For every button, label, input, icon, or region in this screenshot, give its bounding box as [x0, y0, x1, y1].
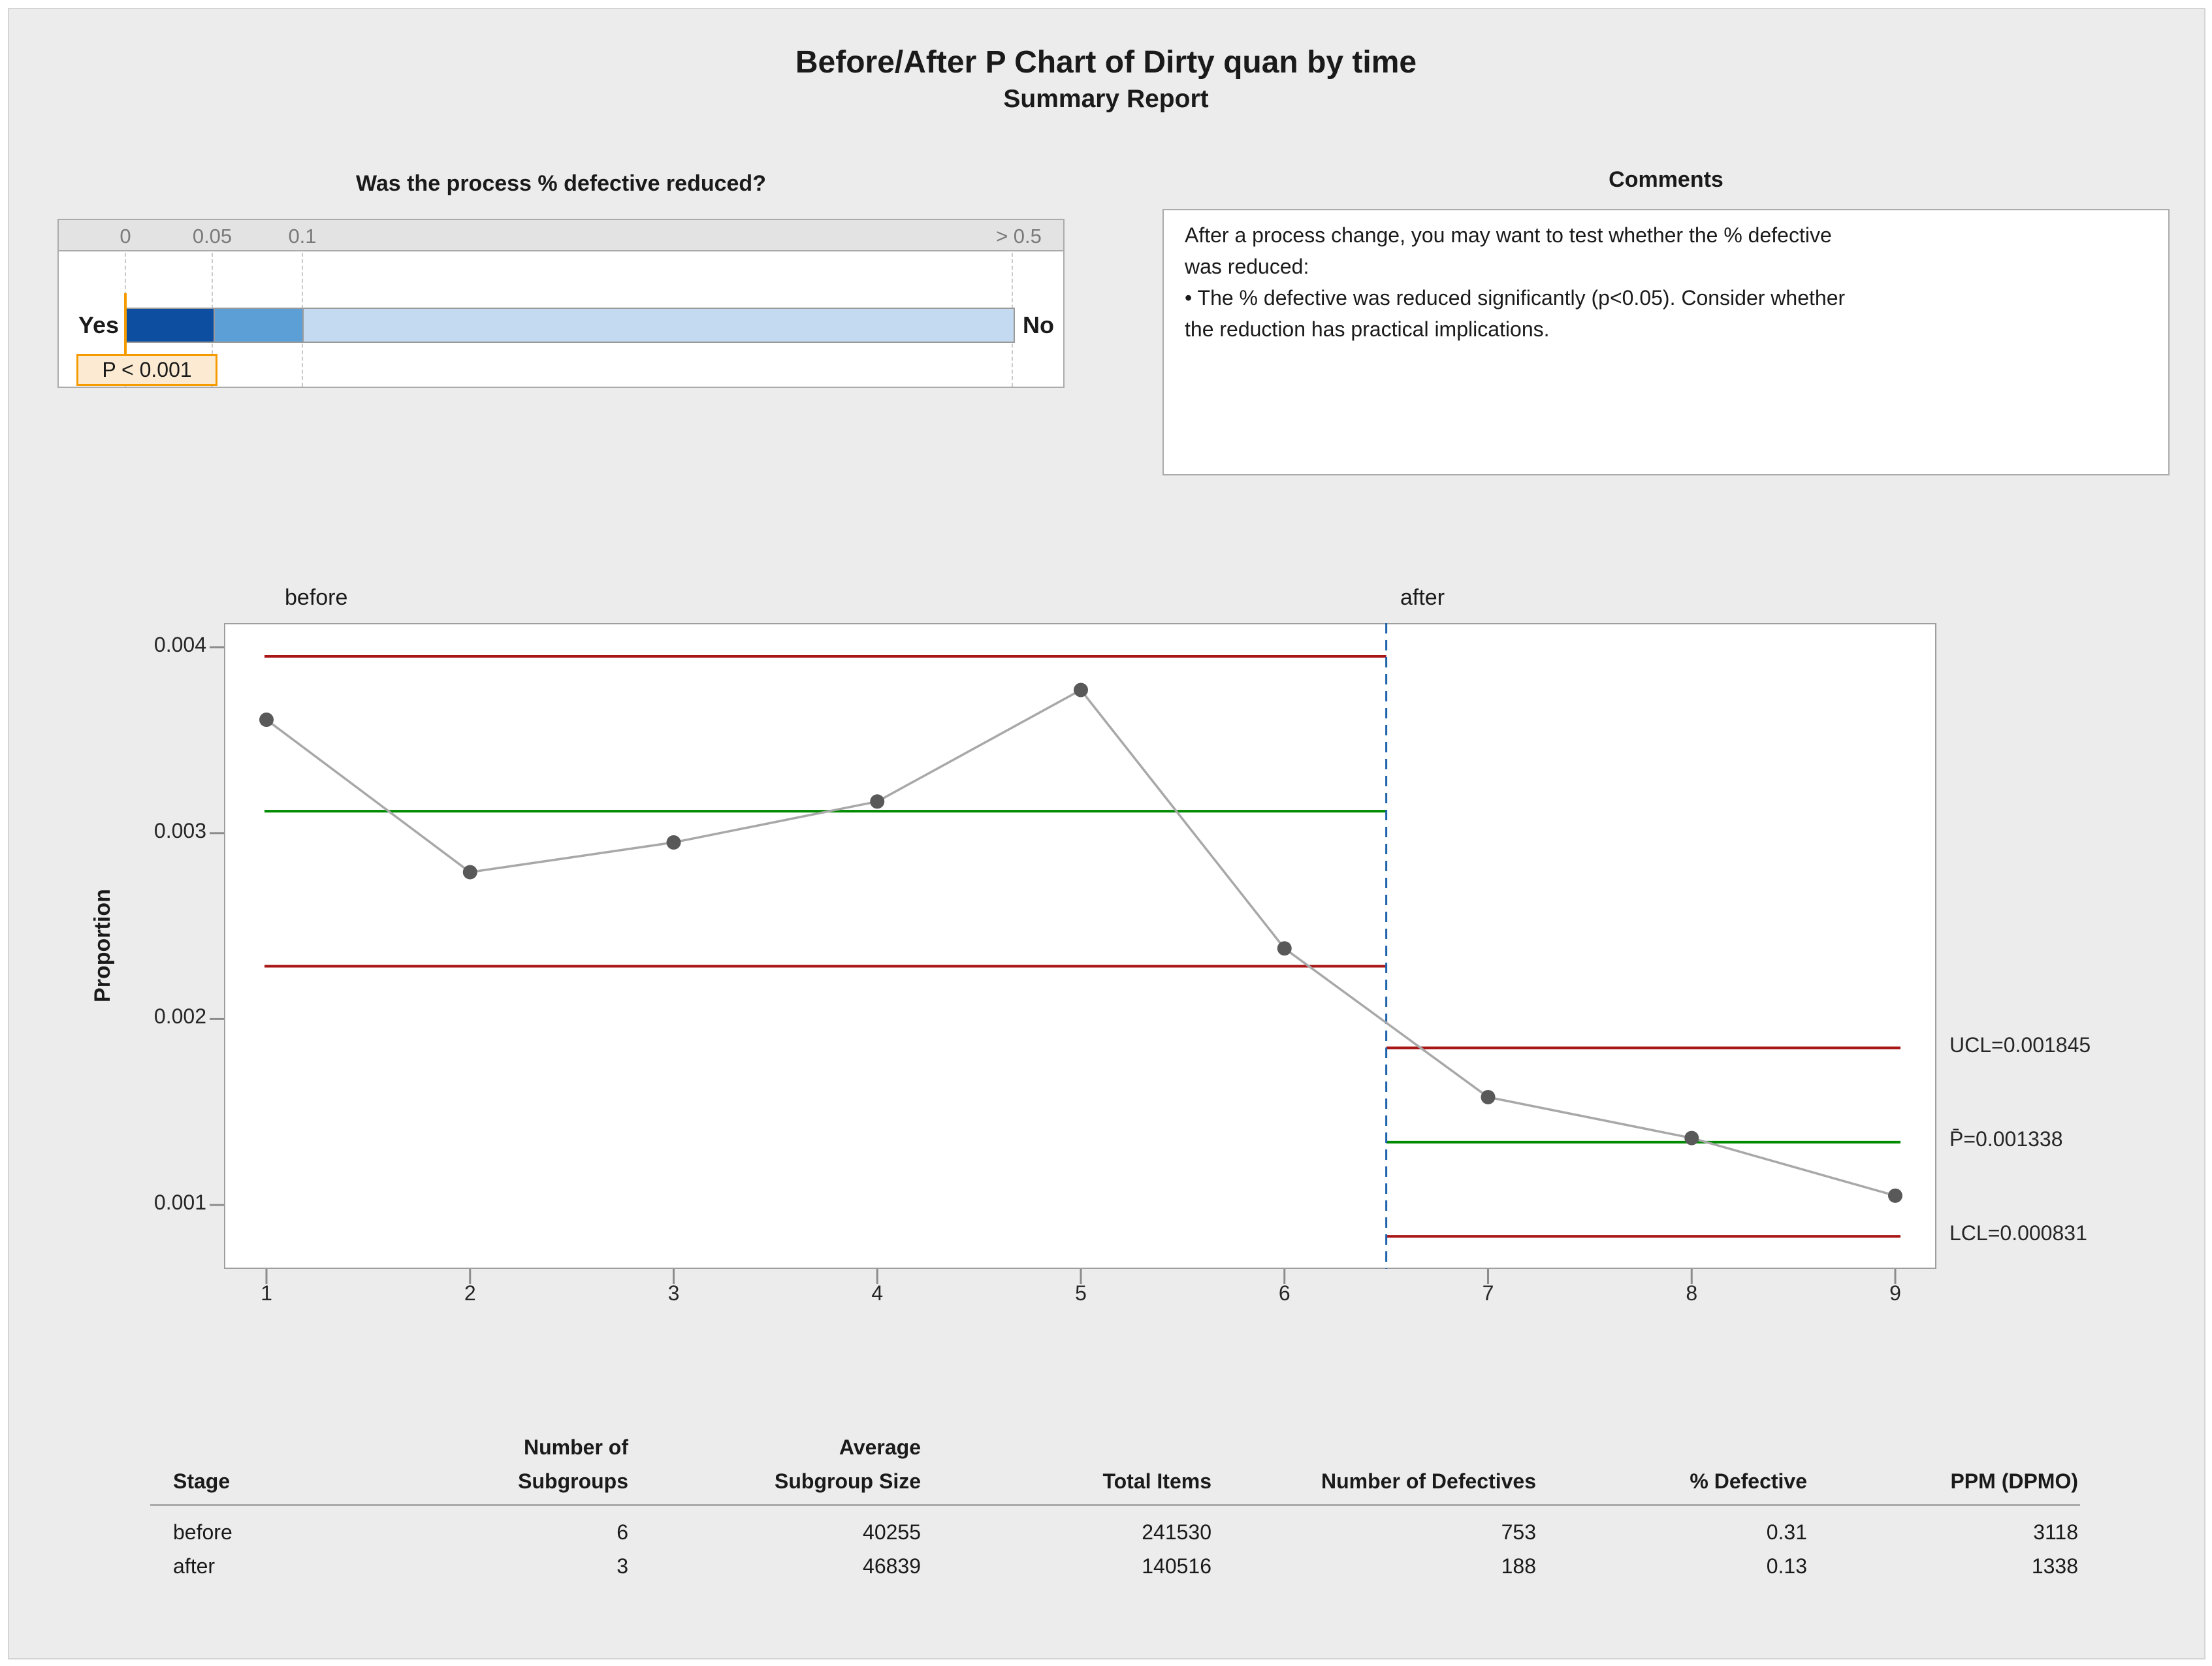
page-title: Before/After P Chart of Dirty quan by ti… — [795, 45, 1417, 80]
page-subtitle: Summary Report — [1003, 85, 1209, 113]
gauge-tick-005: 0.05 — [192, 225, 232, 248]
x-tick-label: 1 — [261, 1281, 272, 1305]
gauge-tick-0: 0 — [120, 225, 131, 248]
table-header-line2: Stage — [173, 1469, 231, 1493]
gauge-question: Was the process % defective reduced? — [356, 171, 766, 196]
x-tick-label: 5 — [1075, 1281, 1087, 1305]
gauge-scale-strip — [57, 219, 1065, 251]
table-cell: 3118 — [2033, 1520, 2078, 1544]
gauge-p-annotation: P < 0.001 — [76, 354, 217, 386]
comments-line: • The % defective was reduced significan… — [1185, 286, 1846, 310]
y-tick-label: 0.002 — [153, 1004, 206, 1029]
table-cell: 188 — [1501, 1554, 1536, 1578]
table-cell: 6 — [617, 1520, 628, 1544]
gauge-bar-segment-significant — [127, 309, 214, 342]
table-cell: 241530 — [1142, 1520, 1211, 1544]
x-tick-label: 2 — [464, 1281, 476, 1305]
table-cell: after — [173, 1554, 216, 1578]
table-cell: 3 — [617, 1554, 628, 1578]
gauge-tick-05: > 0.5 — [996, 225, 1042, 248]
x-tick-label: 8 — [1686, 1281, 1698, 1305]
table-header-line2: Subgroups — [518, 1469, 628, 1493]
table-divider — [150, 1504, 2080, 1506]
table-cell: 1338 — [2031, 1554, 2078, 1578]
gauge-bar-segment-marginal — [214, 309, 304, 342]
comments-line: After a process change, you may want to … — [1185, 223, 1832, 247]
y-tick-label: 0.001 — [153, 1191, 206, 1215]
stage-label-before: before — [285, 585, 348, 610]
table-cell: 46839 — [863, 1554, 921, 1578]
gauge-no-label: No — [1023, 312, 1054, 338]
comments-title: Comments — [1609, 167, 1723, 192]
comments-box — [1162, 209, 2170, 475]
table-header-line2: Number of Defectives — [1321, 1469, 1536, 1493]
x-tick-label: 6 — [1278, 1281, 1290, 1305]
gauge-yes-label: Yes — [78, 312, 119, 338]
x-tick-label: 9 — [1889, 1281, 1901, 1305]
table-header-line2: Total Items — [1102, 1469, 1211, 1493]
table-cell: 140516 — [1142, 1554, 1211, 1578]
table-header-line1: Number of — [524, 1435, 628, 1459]
x-tick-label: 3 — [667, 1281, 680, 1305]
table-header-line2: % Defective — [1690, 1469, 1807, 1493]
control-limit-label: UCL=0.001845 — [1949, 1033, 2091, 1057]
comments-line: the reduction has practical implications… — [1185, 317, 1550, 341]
table-cell: 40255 — [863, 1520, 921, 1544]
x-tick-label: 7 — [1482, 1281, 1494, 1305]
gauge-p-marker-line — [124, 293, 127, 356]
table-cell: 0.13 — [1766, 1554, 1807, 1578]
x-tick-label: 4 — [871, 1281, 884, 1305]
table-header-line1: Average — [839, 1435, 921, 1459]
y-tick-label: 0.003 — [153, 818, 206, 842]
y-tick-label: 0.004 — [153, 633, 206, 656]
table-header-line2: Subgroup Size — [775, 1469, 921, 1493]
gauge-bar — [125, 308, 1015, 343]
control-limit-label: LCL=0.000831 — [1949, 1221, 2087, 1245]
comments-line: was reduced: — [1185, 255, 1309, 278]
table-cell: before — [173, 1520, 232, 1544]
table-cell: 753 — [1501, 1520, 1536, 1544]
stage-label-after: after — [1400, 585, 1445, 610]
control-limit-label: P̄=0.001338 — [1949, 1127, 2063, 1151]
chart-plot-area — [224, 623, 1936, 1269]
gauge-tick-01: 0.1 — [288, 225, 317, 248]
gauge-bar-segment-not-significant — [304, 309, 1014, 342]
table-header-line2: PPM (DPMO) — [1950, 1469, 2078, 1493]
table-cell: 0.31 — [1766, 1520, 1807, 1544]
